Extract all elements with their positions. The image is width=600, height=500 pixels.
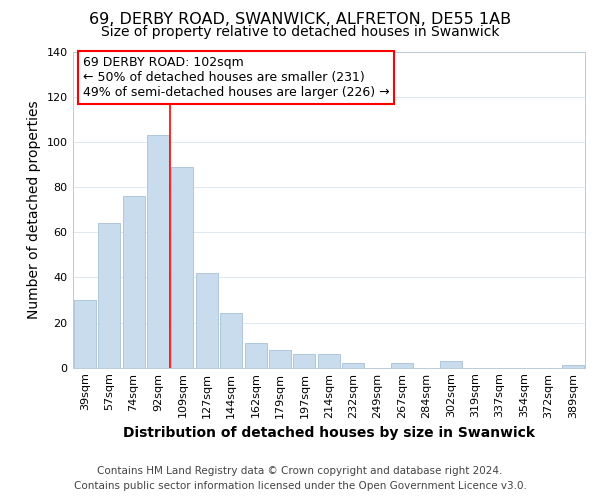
Bar — [147, 135, 169, 368]
Bar — [269, 350, 291, 368]
Text: Size of property relative to detached houses in Swanwick: Size of property relative to detached ho… — [101, 25, 499, 39]
Bar — [562, 366, 584, 368]
Bar — [440, 361, 462, 368]
Text: 69, DERBY ROAD, SWANWICK, ALFRETON, DE55 1AB: 69, DERBY ROAD, SWANWICK, ALFRETON, DE55… — [89, 12, 511, 28]
Bar — [391, 363, 413, 368]
X-axis label: Distribution of detached houses by size in Swanwick: Distribution of detached houses by size … — [123, 426, 535, 440]
Text: 69 DERBY ROAD: 102sqm
← 50% of detached houses are smaller (231)
49% of semi-det: 69 DERBY ROAD: 102sqm ← 50% of detached … — [83, 56, 389, 99]
Text: Contains HM Land Registry data © Crown copyright and database right 2024.
Contai: Contains HM Land Registry data © Crown c… — [74, 466, 526, 491]
Bar — [122, 196, 145, 368]
Bar — [245, 343, 266, 367]
Bar — [196, 273, 218, 368]
Bar — [172, 166, 193, 368]
Bar — [98, 223, 120, 368]
Bar — [342, 363, 364, 368]
Bar — [318, 354, 340, 368]
Y-axis label: Number of detached properties: Number of detached properties — [27, 100, 41, 319]
Bar — [293, 354, 316, 368]
Bar — [220, 314, 242, 368]
Bar — [74, 300, 96, 368]
